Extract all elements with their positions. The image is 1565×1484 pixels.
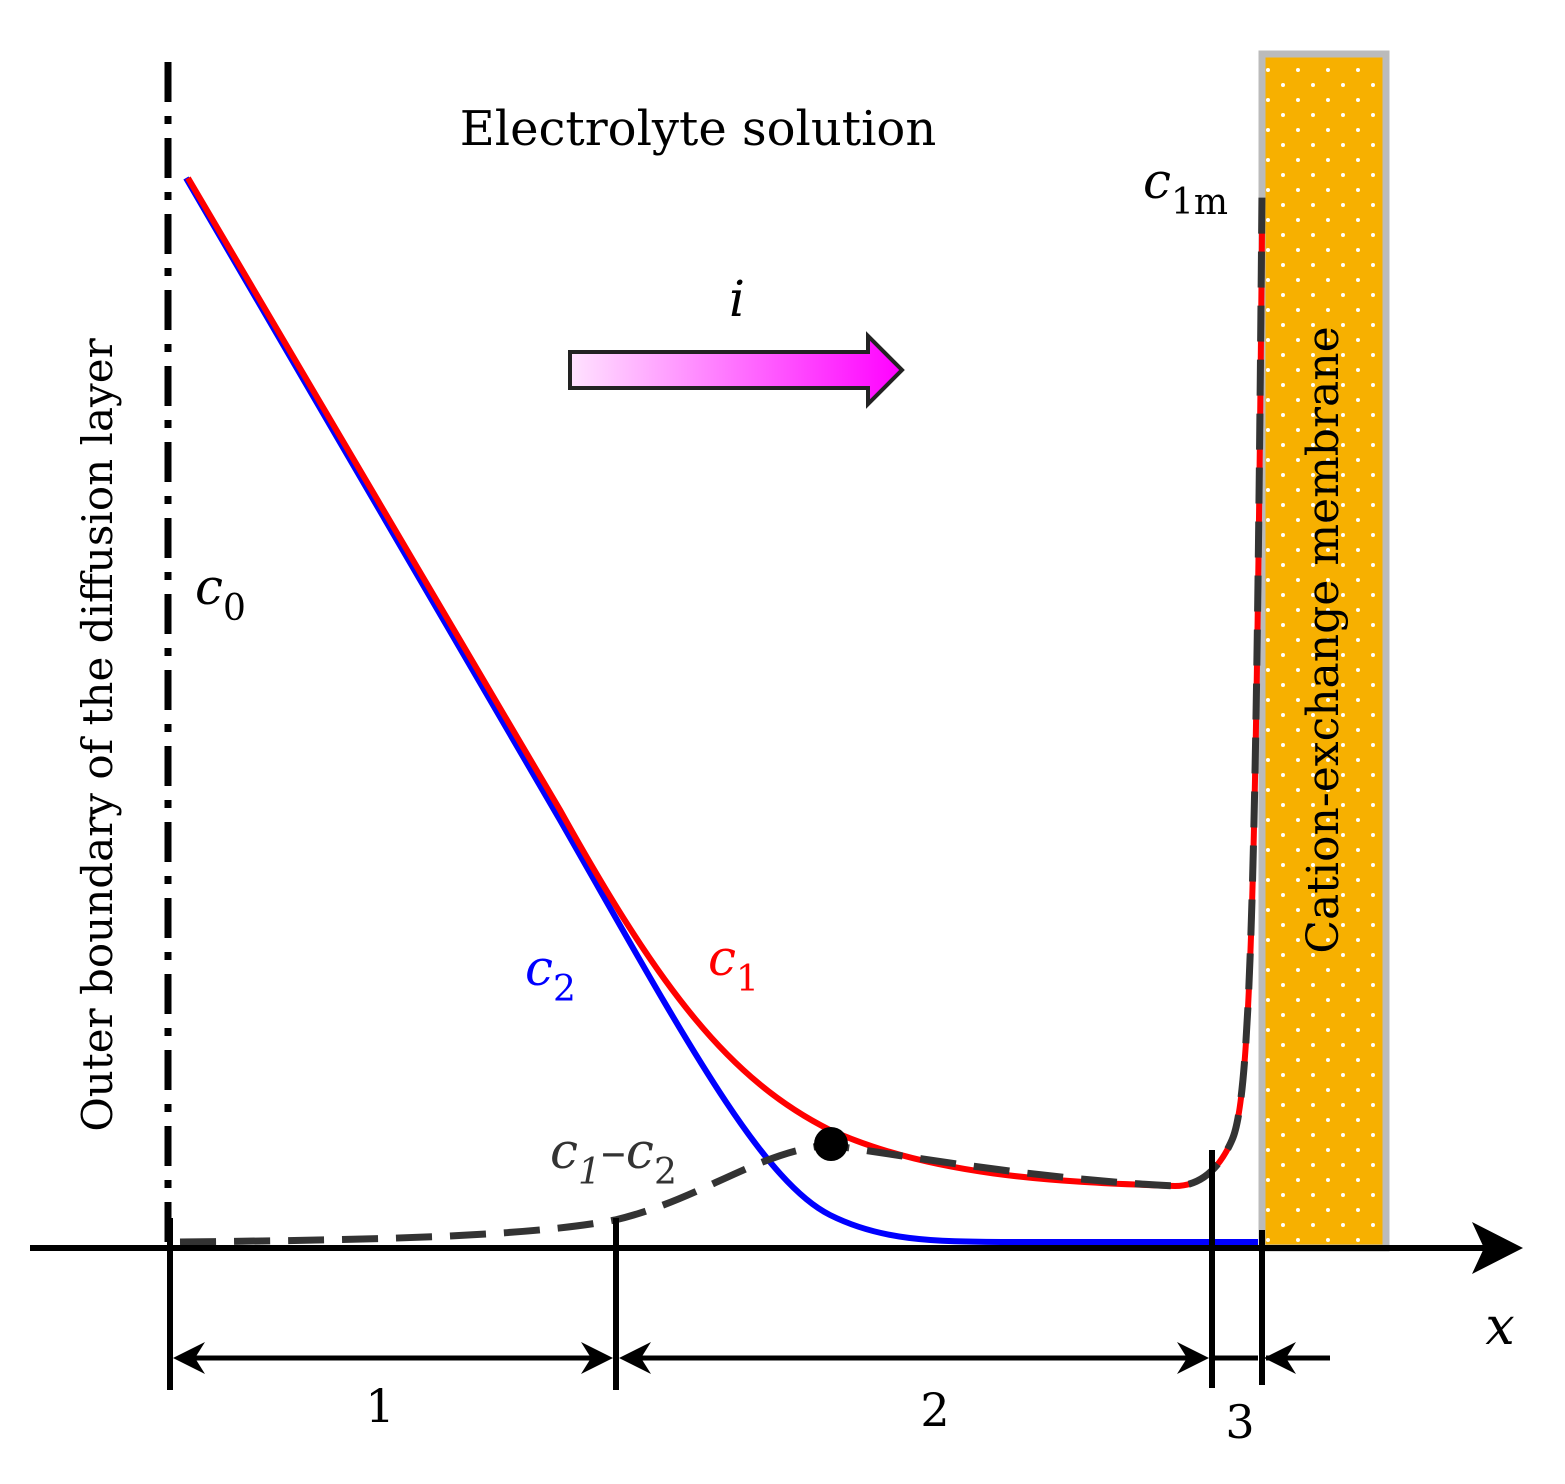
region-2-dimension [619, 1342, 1209, 1374]
c2-sub: 2 [553, 969, 576, 1010]
c2-label: c2 [525, 939, 576, 1010]
c0-sub: 0 [223, 588, 246, 629]
c1-label: c1 [708, 929, 759, 1000]
current-arrow [568, 331, 905, 409]
region-2-label: 2 [920, 1383, 949, 1437]
diff-sub2: 2 [654, 1152, 677, 1193]
diff-sep: – [601, 1122, 626, 1180]
region-3-dimension [1214, 1342, 1330, 1374]
inflection-point-marker [814, 1127, 848, 1161]
membrane-dots [1266, 58, 1382, 1244]
c1-sub: 1 [736, 959, 759, 1000]
current-label: i [729, 270, 745, 328]
c1-minus-c2-label: c1–c2 [550, 1122, 677, 1193]
region-1-dimension [173, 1342, 613, 1374]
membrane: Cation-exchange membrane [1258, 50, 1390, 1252]
curve-c1-minus-c2 [179, 189, 1266, 1246]
title-electrolyte-solution: Electrolyte solution [460, 101, 936, 157]
region-3-label: 3 [1225, 1395, 1254, 1449]
c1m-label: c1m [1143, 152, 1228, 223]
region-1-label: 1 [365, 1379, 394, 1433]
diff-sub1: 1 [578, 1152, 601, 1193]
c1m-base: c [1143, 152, 1171, 210]
x-axis-arrowhead [1472, 1222, 1523, 1274]
c0-label: c0 [195, 558, 246, 629]
boundary-label: Outer boundary of the diffusion layer [73, 337, 122, 1131]
membrane-label: Cation-exchange membrane [1298, 326, 1349, 953]
c1-base: c [708, 929, 736, 987]
curve-c1 [185, 176, 1265, 1190]
curve-c2 [183, 176, 1258, 1245]
c1m-sub: 1m [1171, 182, 1228, 223]
c2-base: c [525, 939, 553, 997]
diff-base2: c [626, 1122, 654, 1180]
x-axis-label: x [1485, 1297, 1514, 1357]
c0-base: c [195, 558, 223, 616]
diff-base1: c [550, 1122, 578, 1180]
